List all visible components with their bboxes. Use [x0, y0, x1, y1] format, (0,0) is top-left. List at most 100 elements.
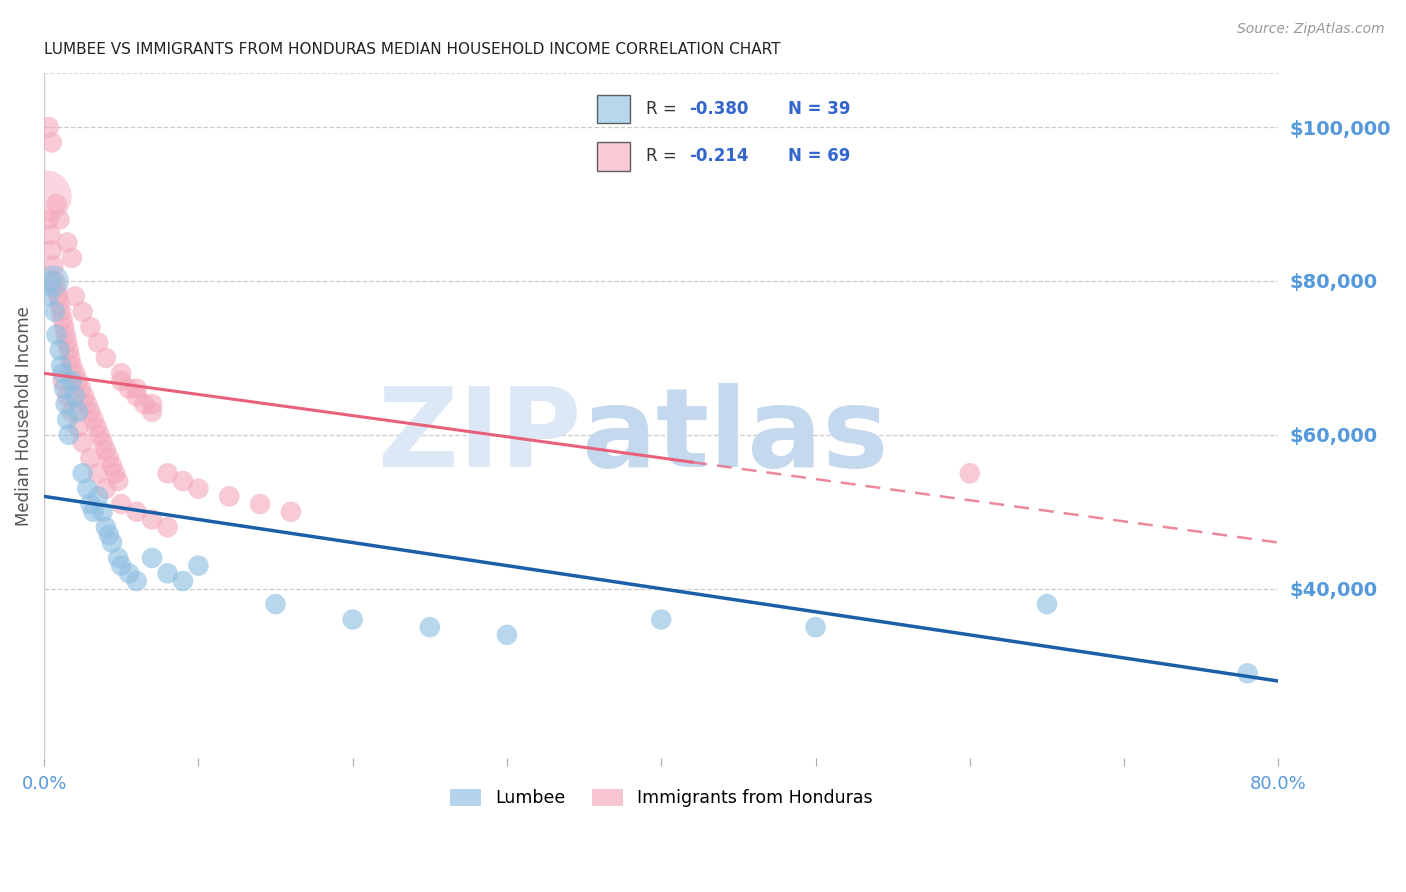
Point [63, 389, 86, 403]
Text: R =: R = [647, 100, 682, 118]
Point [34, 189, 56, 203]
Point [44, 274, 66, 288]
Point [41, 136, 63, 150]
Point [58, 427, 80, 442]
Point [52, 374, 75, 388]
Point [53, 320, 76, 334]
Point [58, 343, 80, 358]
Point [53, 382, 76, 396]
Point [72, 435, 94, 450]
Point [67, 405, 90, 419]
Point [650, 613, 672, 627]
Point [419, 620, 441, 634]
Point [38, 120, 60, 134]
Point [45, 327, 67, 342]
Point [42, 259, 65, 273]
Point [187, 482, 209, 496]
Point [94, 482, 117, 496]
Point [804, 620, 827, 634]
Point [60, 251, 83, 265]
Legend: Lumbee, Immigrants from Honduras: Lumbee, Immigrants from Honduras [443, 782, 879, 814]
Point [44, 304, 66, 318]
Point [56, 235, 79, 250]
Text: atlas: atlas [581, 383, 889, 490]
Point [107, 550, 129, 565]
Point [94, 443, 117, 458]
Text: N = 69: N = 69 [789, 147, 851, 165]
Point [76, 482, 98, 496]
Point [125, 389, 148, 403]
Point [63, 366, 86, 380]
Text: -0.380: -0.380 [689, 100, 748, 118]
Point [55, 327, 77, 342]
Point [59, 351, 82, 365]
Point [38, 289, 60, 303]
Point [45, 282, 67, 296]
Point [60, 359, 83, 373]
Point [49, 359, 72, 373]
Point [49, 304, 72, 318]
Point [91, 505, 114, 519]
Point [56, 389, 79, 403]
Point [72, 304, 94, 318]
Point [87, 489, 110, 503]
Point [110, 497, 132, 511]
Point [82, 505, 104, 519]
Point [118, 566, 141, 581]
Point [73, 389, 96, 403]
Point [52, 366, 75, 380]
Point [218, 489, 240, 503]
Point [101, 458, 124, 473]
Point [41, 274, 63, 288]
Point [86, 420, 108, 434]
Point [110, 558, 132, 573]
Point [52, 312, 75, 326]
Point [125, 382, 148, 396]
Point [87, 335, 110, 350]
Point [72, 467, 94, 481]
Point [79, 405, 101, 419]
Point [94, 351, 117, 365]
Point [118, 382, 141, 396]
Point [264, 597, 287, 611]
Point [56, 412, 79, 426]
Point [141, 405, 163, 419]
Text: N = 39: N = 39 [789, 100, 851, 118]
Point [76, 397, 98, 411]
Point [959, 467, 981, 481]
Point [125, 505, 148, 519]
Point [101, 535, 124, 549]
Point [280, 505, 302, 519]
Point [42, 274, 65, 288]
Point [67, 420, 90, 434]
Text: LUMBEE VS IMMIGRANTS FROM HONDURAS MEDIAN HOUSEHOLD INCOME CORRELATION CHART: LUMBEE VS IMMIGRANTS FROM HONDURAS MEDIA… [44, 42, 780, 57]
Point [89, 427, 111, 442]
Y-axis label: Median Household Income: Median Household Income [15, 306, 32, 525]
Point [82, 412, 104, 426]
Point [87, 467, 110, 481]
Point [187, 558, 209, 573]
Point [107, 474, 129, 488]
FancyBboxPatch shape [596, 95, 630, 123]
Point [63, 289, 86, 303]
Point [48, 297, 70, 311]
Point [172, 574, 194, 588]
Point [39, 227, 62, 242]
Point [79, 497, 101, 511]
Point [60, 405, 83, 419]
Point [56, 335, 79, 350]
Text: ZIP: ZIP [378, 383, 581, 490]
Point [46, 289, 69, 303]
Point [48, 343, 70, 358]
Point [110, 366, 132, 380]
Text: Source: ZipAtlas.com: Source: ZipAtlas.com [1237, 22, 1385, 37]
Text: R =: R = [647, 147, 682, 165]
Point [134, 397, 156, 411]
Point [79, 320, 101, 334]
Point [45, 197, 67, 211]
Point [70, 382, 93, 396]
Point [342, 613, 364, 627]
Text: -0.214: -0.214 [689, 147, 749, 165]
Point [249, 497, 271, 511]
Point [141, 550, 163, 565]
